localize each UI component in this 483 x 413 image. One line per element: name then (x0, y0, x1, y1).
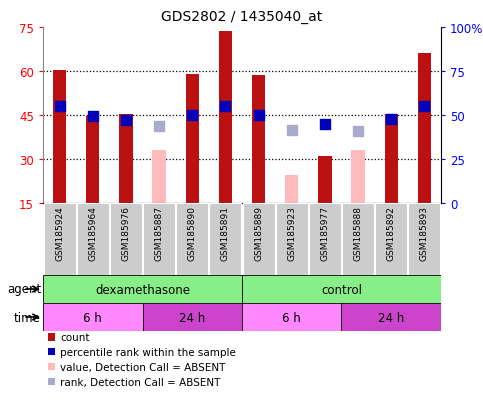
Bar (43, 275, 242, 303)
Bar (210, 204, 242, 275)
Bar (219, 32, 232, 204)
Bar (342, 204, 374, 275)
Bar (409, 204, 440, 275)
Point (288, 127, 296, 134)
Point (155, 123, 163, 130)
Bar (142, 303, 242, 331)
Point (354, 128, 362, 135)
Bar (143, 204, 175, 275)
Point (255, 112, 262, 119)
Point (89, 113, 97, 120)
Bar (185, 75, 199, 204)
Bar (110, 204, 142, 275)
Text: count: count (60, 332, 90, 342)
Bar (242, 275, 441, 303)
Text: agent: agent (7, 283, 41, 296)
Text: GSM185977: GSM185977 (320, 206, 329, 261)
Text: value, Detection Call = ABSENT: value, Detection Call = ABSENT (60, 362, 226, 372)
Text: GSM185924: GSM185924 (55, 206, 64, 260)
Text: GSM185976: GSM185976 (121, 206, 130, 261)
Bar (309, 204, 341, 275)
Text: GSM185923: GSM185923 (287, 206, 296, 261)
Bar (86, 117, 99, 204)
Bar (153, 151, 166, 204)
Title: GDS2802 / 1435040_at: GDS2802 / 1435040_at (161, 10, 323, 24)
Text: 24 h: 24 h (179, 311, 205, 324)
Bar (43, 204, 75, 275)
Text: GSM185891: GSM185891 (221, 206, 230, 261)
Text: 6 h: 6 h (283, 311, 301, 324)
Bar (352, 151, 365, 204)
Bar (384, 114, 398, 204)
Text: GSM185892: GSM185892 (387, 206, 396, 261)
Bar (242, 303, 341, 331)
Text: time: time (14, 311, 41, 324)
Text: 6 h: 6 h (84, 311, 102, 324)
Bar (252, 76, 265, 204)
Point (122, 118, 130, 124)
Bar (242, 204, 274, 275)
Bar (43, 303, 142, 331)
Bar (53, 70, 66, 204)
Text: control: control (321, 283, 362, 296)
Point (387, 117, 395, 123)
Point (222, 104, 229, 110)
Point (421, 104, 428, 110)
Point (188, 112, 196, 119)
Text: 24 h: 24 h (378, 311, 404, 324)
Bar (341, 303, 441, 331)
Text: rank, Detection Call = ABSENT: rank, Detection Call = ABSENT (60, 377, 220, 387)
Bar (176, 204, 208, 275)
Text: GSM185890: GSM185890 (188, 206, 197, 261)
Text: GSM185889: GSM185889 (254, 206, 263, 261)
Text: GSM185964: GSM185964 (88, 206, 97, 261)
Text: GSM185888: GSM185888 (354, 206, 363, 261)
Text: percentile rank within the sample: percentile rank within the sample (60, 347, 236, 357)
Text: GSM185893: GSM185893 (420, 206, 429, 261)
Bar (285, 176, 298, 204)
Bar (276, 204, 308, 275)
Point (321, 121, 329, 128)
Bar (375, 204, 407, 275)
Bar (318, 157, 331, 204)
Text: GSM185887: GSM185887 (155, 206, 164, 261)
Bar (119, 114, 132, 204)
Bar (77, 204, 109, 275)
Point (56, 104, 63, 110)
Text: dexamethasone: dexamethasone (95, 283, 190, 296)
Bar (418, 54, 431, 204)
